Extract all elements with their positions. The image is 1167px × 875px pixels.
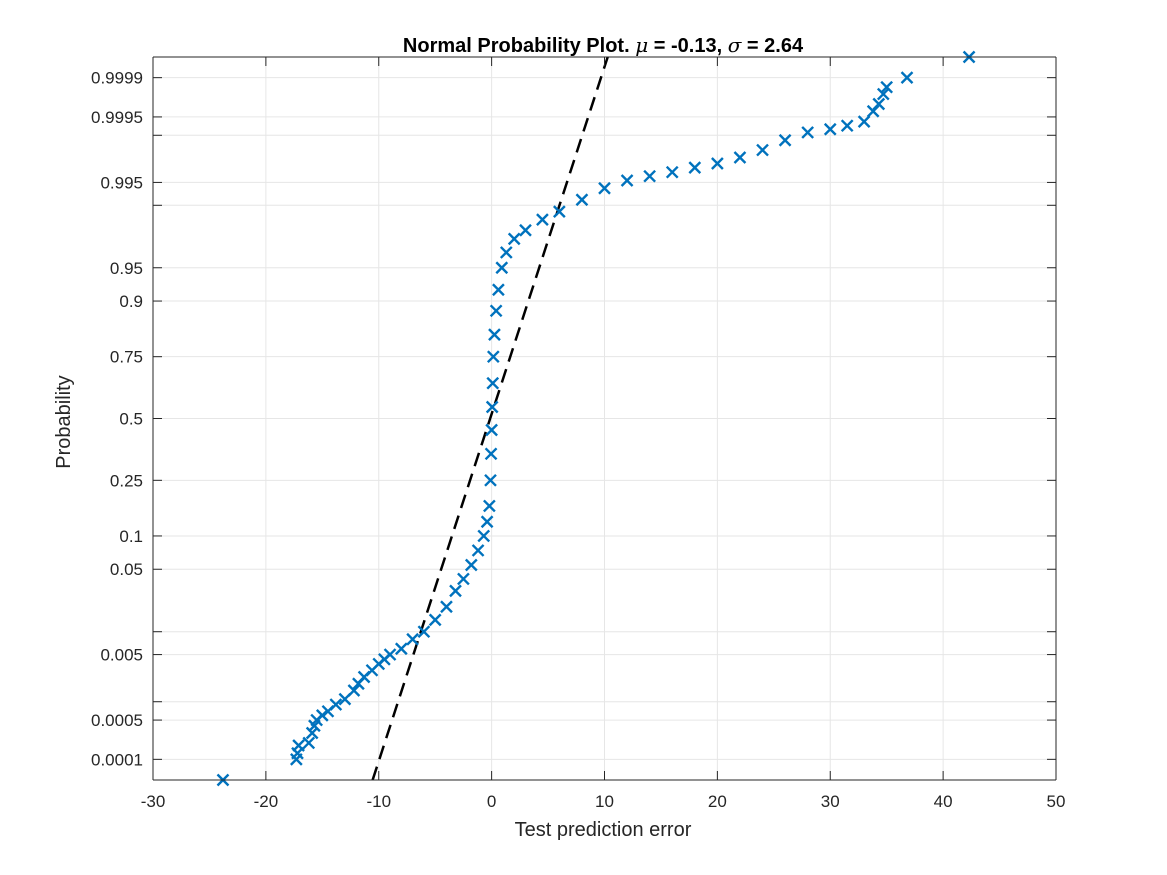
data-point-marker	[756, 143, 769, 157]
data-point-marker	[488, 328, 501, 341]
data-point-marker	[643, 169, 656, 183]
data-point-marker	[486, 350, 500, 364]
data-point-marker	[440, 600, 453, 614]
y-tick-label: 0.0001	[91, 750, 143, 769]
data-point-marker	[484, 473, 497, 487]
data-point-marker	[394, 642, 408, 656]
data-point-marker	[457, 572, 470, 586]
data-point-marker	[486, 376, 500, 390]
data-point-marker	[620, 174, 634, 187]
data-point-marker	[553, 205, 566, 218]
x-tick-label: 50	[1047, 792, 1066, 811]
data-point-marker	[417, 625, 431, 639]
data-point-marker	[428, 613, 442, 627]
data-point-marker	[477, 529, 491, 543]
data-point-marker	[688, 161, 702, 175]
reference-fit-line	[371, 57, 609, 780]
data-point-marker	[406, 632, 419, 646]
data-point-marker	[598, 181, 611, 195]
data-point-marker	[292, 739, 305, 752]
x-tick-label: 0	[487, 792, 496, 811]
data-point-marker	[900, 71, 914, 85]
y-tick-label: 0.75	[110, 348, 143, 367]
data-point-marker	[665, 165, 679, 179]
data-point-marker	[733, 151, 747, 164]
data-point-marker	[347, 684, 361, 697]
y-axis-label: Probability	[53, 375, 75, 468]
x-tick-label: 40	[934, 792, 953, 811]
x-tick-label: 30	[821, 792, 840, 811]
data-point-marker	[485, 423, 498, 437]
y-tick-label: 0.9	[119, 292, 143, 311]
x-tick-label: -10	[366, 792, 391, 811]
y-ticks: 0.0001 0.0005 0.005 0.05 0.1 0.25 0.5 0.75 0.9 0.…	[91, 69, 1056, 769]
data-point-marker	[880, 80, 894, 94]
data-markers	[216, 50, 976, 787]
data-point-marker	[536, 213, 549, 226]
data-point-marker	[495, 261, 509, 275]
y-tick-label: 0.5	[119, 410, 143, 429]
data-point-marker	[484, 447, 498, 461]
data-point-marker	[499, 246, 513, 259]
x-axis-label: Test prediction error	[515, 819, 692, 841]
y-tick-label: 0.9999	[91, 69, 143, 88]
data-point-marker	[449, 584, 462, 598]
x-tick-label: -30	[141, 792, 166, 811]
data-point-marker	[480, 515, 494, 529]
data-point-marker	[464, 558, 478, 572]
data-point-marker	[872, 97, 886, 111]
data-point-marker	[305, 726, 319, 740]
data-point-marker	[489, 304, 503, 318]
y-tick-label: 0.995	[100, 173, 143, 192]
y-tick-label: 0.05	[110, 560, 143, 579]
data-point-marker	[485, 400, 499, 414]
y-tick-label: 0.95	[110, 259, 143, 278]
data-point-marker	[778, 133, 792, 147]
y-tick-label: 0.1	[119, 527, 143, 546]
data-point-marker	[840, 119, 854, 133]
y-tick-label: 0.005	[100, 646, 143, 665]
data-point-marker	[519, 223, 532, 237]
chart-title: Normal Probability Plot. μ = -0.13, σ = …	[403, 33, 804, 57]
x-ticks: -30 -20 -10 0 10 20 30 40 50	[141, 57, 1066, 811]
x-tick-label: 20	[708, 792, 727, 811]
y-tick-label: 0.9995	[91, 108, 143, 127]
y-tick-label: 0.25	[110, 471, 143, 490]
grid	[152, 57, 1057, 780]
data-point-marker	[302, 736, 316, 750]
reference-line-layer	[371, 57, 609, 780]
data-point-marker	[801, 126, 815, 139]
data-point-marker	[876, 87, 890, 101]
x-tick-label: -20	[254, 792, 279, 811]
data-point-marker	[329, 698, 343, 711]
data-point-marker	[507, 232, 521, 246]
data-point-marker	[575, 193, 589, 207]
data-point-marker	[383, 648, 397, 661]
data-point-marker	[471, 544, 485, 557]
data-point-marker	[492, 283, 505, 297]
data-point-marker	[857, 115, 871, 129]
data-point-marker	[483, 499, 496, 513]
data-point-marker	[711, 157, 724, 170]
x-tick-label: 10	[595, 792, 614, 811]
y-tick-label: 0.0005	[91, 711, 143, 730]
data-point-marker	[823, 122, 837, 136]
